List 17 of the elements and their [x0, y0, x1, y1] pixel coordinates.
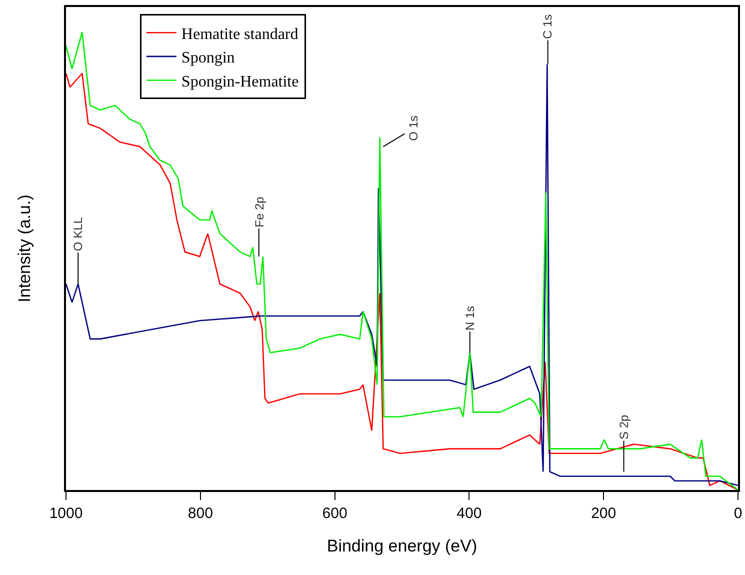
annotation: O KLL — [71, 216, 86, 252]
annotation: S 2p — [617, 414, 632, 440]
x-tick-label: 600 — [322, 504, 348, 522]
y-axis-title: Intensity (a.u.) — [15, 194, 34, 302]
annotation: Fe 2p — [252, 196, 266, 228]
x-tick-label: 400 — [456, 504, 482, 522]
annotation: N 1s — [463, 306, 478, 331]
legend-label: Spongin-Hematite — [181, 73, 299, 90]
x-tick-label: 200 — [591, 504, 616, 522]
annotation: O 1s — [406, 115, 421, 141]
x-tick-label: 800 — [188, 504, 213, 522]
x-axis-title: Binding energy (eV) — [326, 536, 478, 556]
x-tick-label: 1000 — [49, 504, 83, 522]
annotation: C 1s — [540, 14, 555, 40]
legend-label: Hematite standard — [181, 26, 298, 43]
legend-label: Spongin — [181, 50, 235, 67]
x-tick-label: 0 — [734, 504, 742, 522]
